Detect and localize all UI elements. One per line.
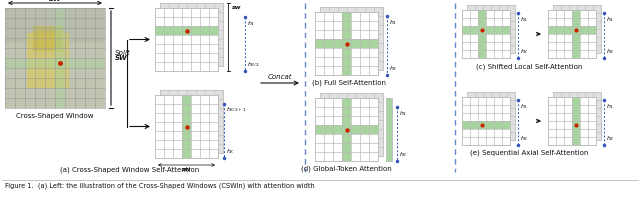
Bar	[548, 26, 596, 34]
Text: (d) Global-Token Attention: (d) Global-Token Attention	[301, 166, 392, 172]
Text: Cross-Shaped Window: Cross-Shaped Window	[16, 113, 93, 119]
Bar	[467, 5, 515, 53]
Text: $h_1$: $h_1$	[520, 102, 529, 111]
Bar	[315, 12, 378, 75]
Text: $h_K$: $h_K$	[606, 134, 615, 143]
Bar	[5, 8, 105, 108]
Text: $h_1$: $h_1$	[399, 109, 407, 118]
Text: $h_1$: $h_1$	[606, 15, 614, 24]
Bar	[155, 95, 218, 158]
Bar	[342, 12, 351, 75]
Text: sw: sw	[182, 167, 191, 172]
Bar	[315, 98, 378, 161]
Text: (a) Cross-Shaped Window Self-Attention: (a) Cross-Shaped Window Self-Attention	[60, 167, 200, 173]
Bar	[155, 26, 218, 35]
Bar	[315, 125, 378, 134]
Bar	[315, 39, 378, 48]
Bar	[548, 10, 596, 58]
Text: $h_1$: $h_1$	[606, 102, 614, 111]
Bar	[462, 10, 510, 58]
Text: $h_K$: $h_K$	[520, 134, 529, 143]
Bar	[548, 97, 596, 145]
Bar	[462, 97, 510, 145]
Bar	[478, 10, 486, 58]
Text: (b) Full Self-Attention: (b) Full Self-Attention	[312, 80, 386, 87]
Text: (c) Shifted Local Self-Attention: (c) Shifted Local Self-Attention	[476, 63, 582, 69]
Bar	[553, 92, 601, 140]
Text: $h_K$: $h_K$	[389, 64, 398, 73]
Text: Split: Split	[115, 50, 131, 56]
Bar	[160, 90, 223, 153]
Bar	[5, 8, 105, 43]
Text: $h_K$: $h_K$	[606, 47, 615, 56]
Bar	[572, 10, 580, 58]
Text: sw: sw	[232, 5, 241, 10]
Text: $h_1$: $h_1$	[520, 15, 529, 24]
Bar	[462, 121, 510, 129]
Bar	[386, 98, 392, 161]
Bar	[33, 26, 63, 51]
Bar	[320, 93, 383, 156]
Text: (e) Sequential Axial Self-Attention: (e) Sequential Axial Self-Attention	[470, 150, 588, 156]
Bar	[5, 58, 105, 68]
Bar	[320, 7, 383, 70]
Text: Concat: Concat	[268, 74, 292, 80]
Bar	[155, 8, 218, 71]
Bar	[182, 95, 191, 158]
Bar	[160, 3, 223, 66]
Bar	[553, 5, 601, 53]
Text: $h_{K/2+1}$: $h_{K/2+1}$	[226, 106, 246, 114]
Text: $h_K$: $h_K$	[226, 147, 235, 156]
Bar	[5, 43, 105, 108]
Text: $h_1$: $h_1$	[389, 18, 397, 27]
Bar	[572, 97, 580, 145]
Bar	[462, 26, 510, 34]
Bar	[27, 33, 69, 88]
Bar	[467, 92, 515, 140]
Text: $h_1$: $h_1$	[247, 19, 255, 28]
Text: $h_{K/2}$: $h_{K/2}$	[247, 61, 259, 69]
Bar	[55, 8, 65, 108]
Text: SW: SW	[49, 0, 61, 2]
Text: Figure 1.  (a) Left: the illustration of the Cross-Shaped Windows (CSWin) with a: Figure 1. (a) Left: the illustration of …	[5, 183, 315, 189]
Text: SW: SW	[115, 55, 128, 61]
Text: $h_K$: $h_K$	[399, 150, 408, 159]
Text: $h_K$: $h_K$	[520, 47, 529, 56]
Bar	[342, 98, 351, 161]
